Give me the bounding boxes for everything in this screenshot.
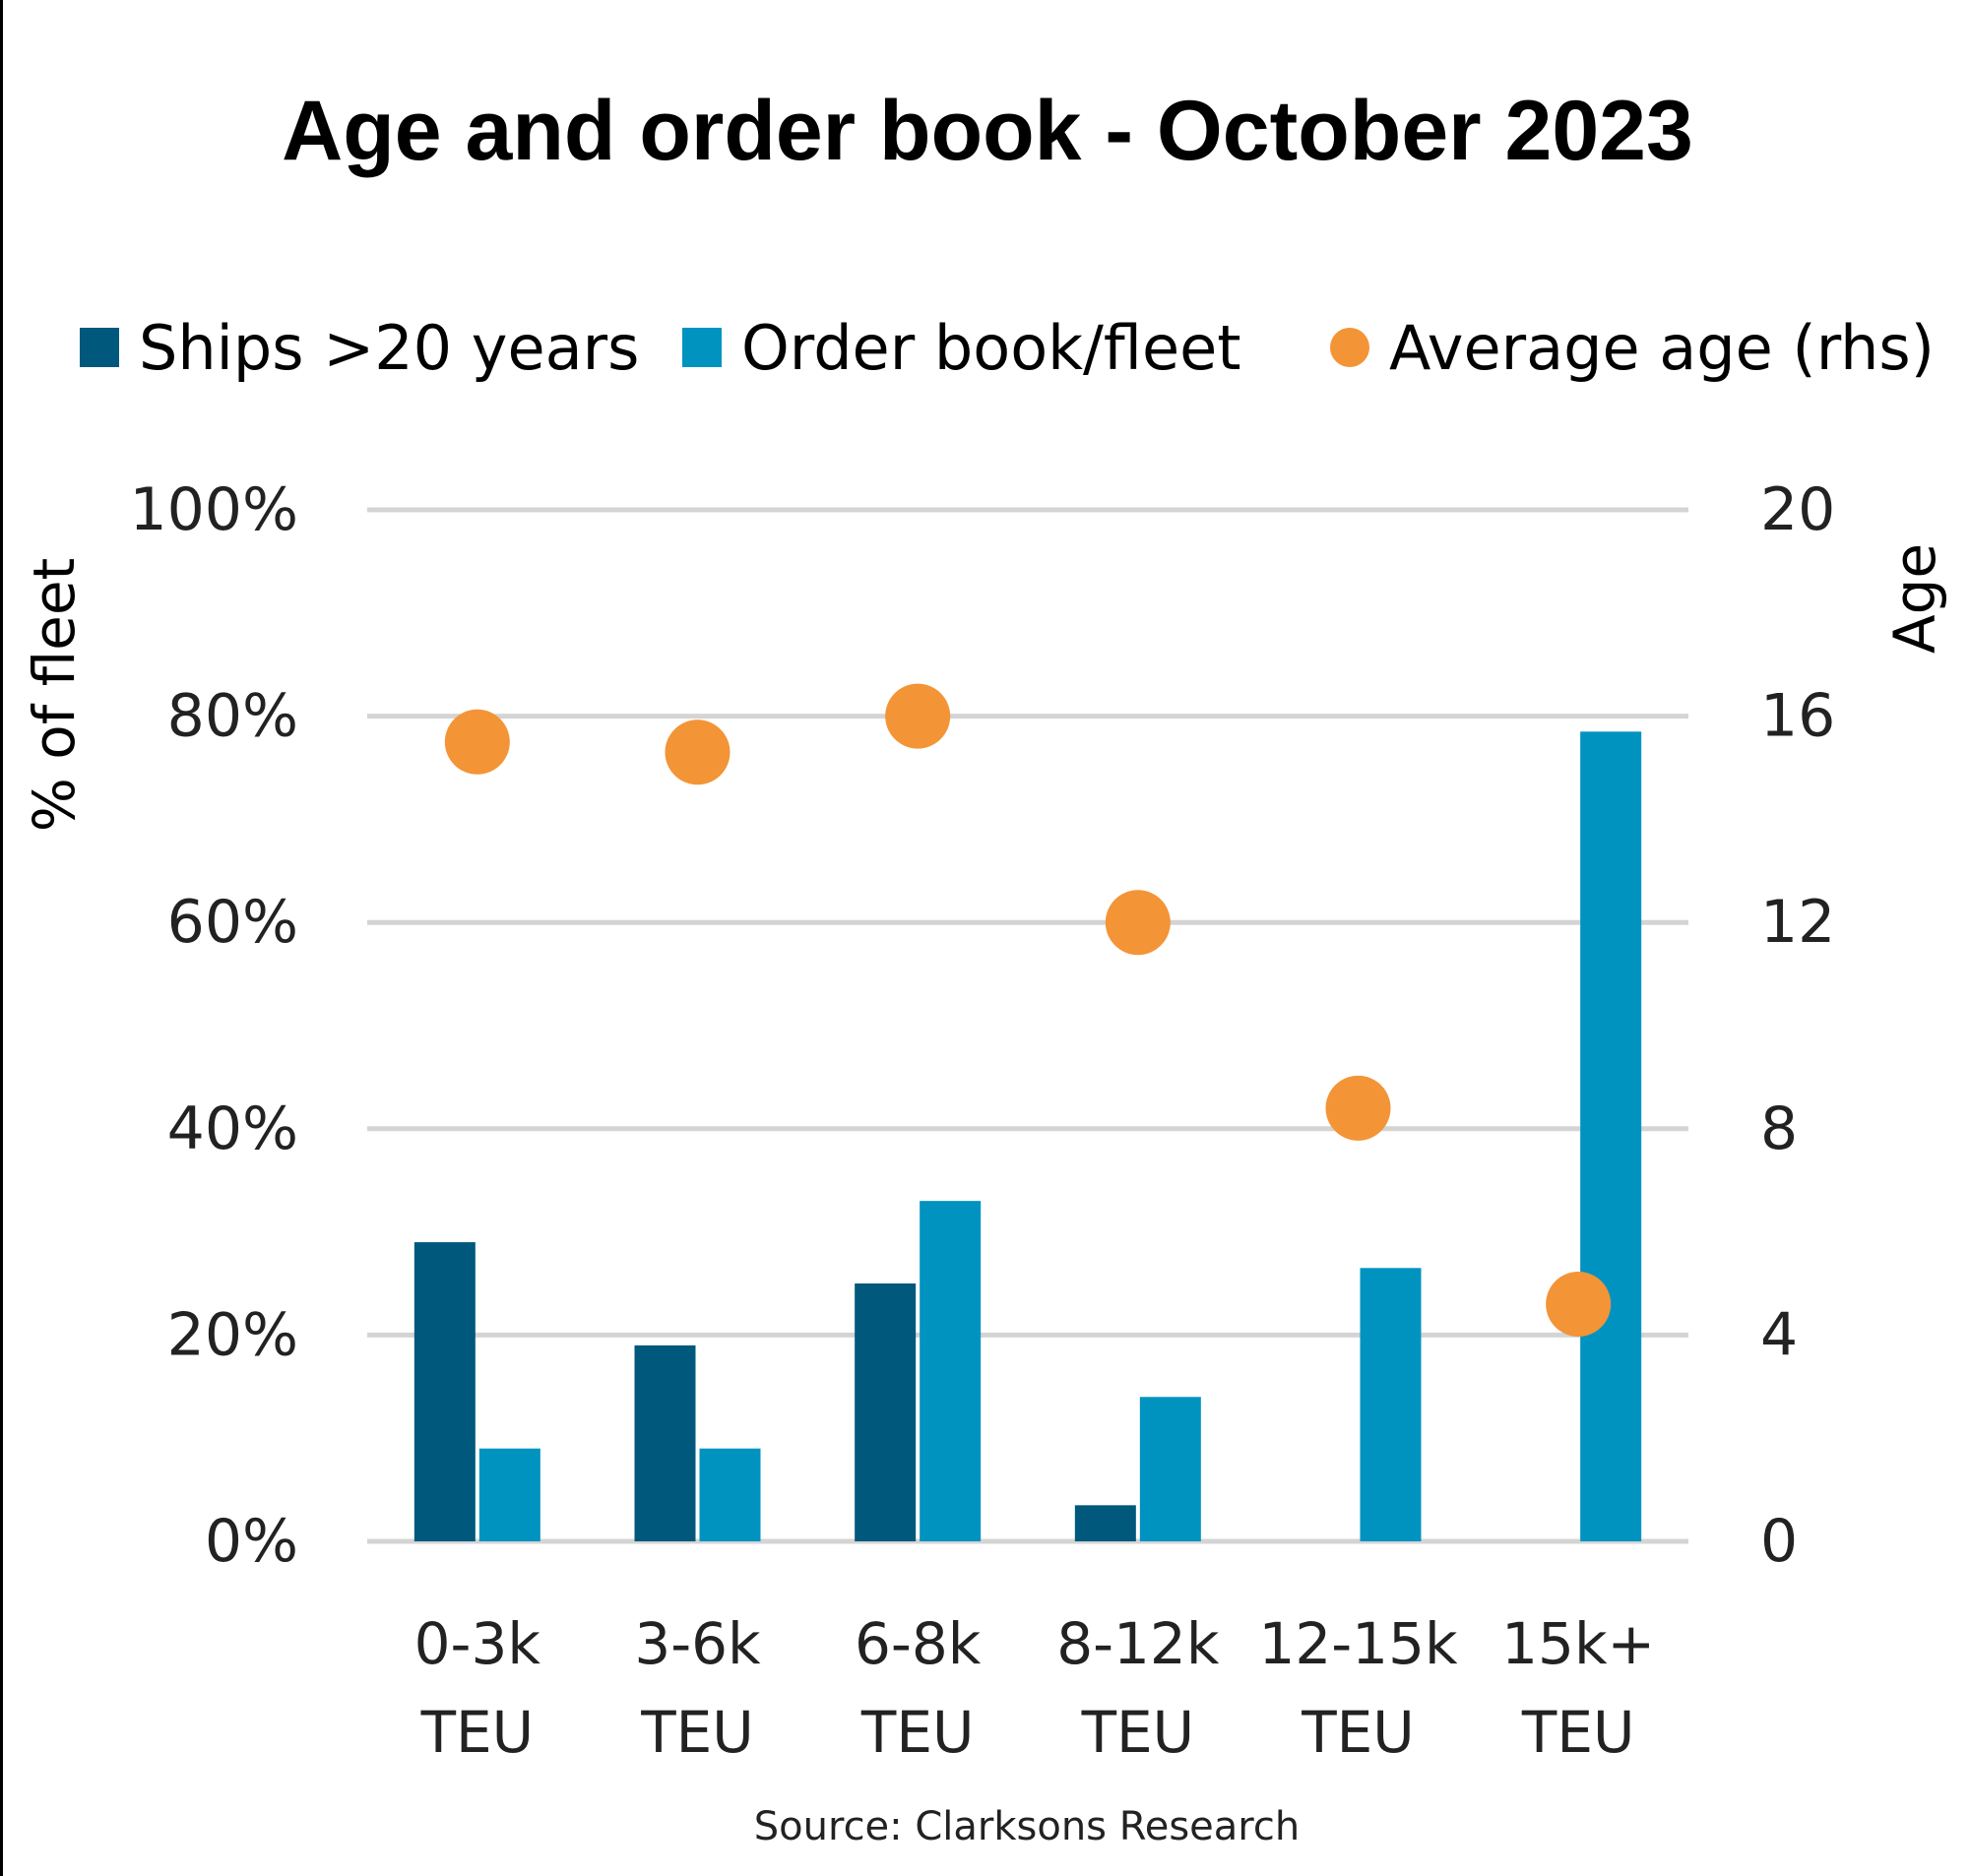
- bar-order-book-fleet: [699, 1448, 761, 1541]
- x-category-label: TEU: [860, 1699, 975, 1766]
- x-category-label: TEU: [420, 1699, 535, 1766]
- average-age-point: [885, 683, 951, 749]
- x-category-label: 12-15k: [1258, 1610, 1458, 1677]
- average-age-point: [1546, 1271, 1612, 1337]
- bar-order-book-fleet: [920, 1201, 982, 1541]
- x-category-label: 3-6k: [634, 1610, 761, 1677]
- average-age-point: [665, 719, 730, 785]
- y-tick-label-left: 40%: [167, 1094, 298, 1163]
- x-category-label: 8-12k: [1056, 1610, 1220, 1677]
- y-tick-label-right: 12: [1760, 888, 1835, 957]
- y-tick-label-right: 0: [1760, 1507, 1798, 1576]
- bar-ships-20-years: [413, 1242, 476, 1541]
- bar-ships-20-years: [855, 1283, 917, 1541]
- y-axis-right-ticks: 0 4 8 12 16 20: [1760, 475, 1835, 1576]
- bars: [413, 731, 1642, 1541]
- average-age-point: [1325, 1075, 1391, 1141]
- gridlines: [367, 507, 1688, 1544]
- x-category-label: TEU: [640, 1699, 754, 1766]
- x-category-label: 6-8k: [855, 1610, 982, 1677]
- y-tick-label-right: 4: [1760, 1300, 1798, 1369]
- y-tick-label-left: 80%: [167, 682, 298, 751]
- y-axis-left-title: % of fleet: [21, 558, 88, 833]
- y-tick-label-left: 60%: [167, 888, 298, 957]
- legend-swatch: [682, 328, 722, 367]
- legend-marker: [1330, 328, 1369, 367]
- x-category-label: 0-3k: [414, 1610, 541, 1677]
- average-age-point: [1105, 890, 1171, 956]
- x-category-label: 15k+: [1501, 1610, 1655, 1677]
- legend-label: Average age (rhs): [1389, 312, 1935, 384]
- bar-ships-20-years: [1074, 1505, 1136, 1541]
- legend-swatch: [80, 328, 119, 367]
- y-tick-label-left: 20%: [167, 1300, 298, 1369]
- scatter-points: [444, 683, 1612, 1337]
- bar-order-book-fleet: [1580, 731, 1642, 1541]
- legend-label: Order book/fleet: [741, 312, 1241, 384]
- chart-canvas: Age and order book - October 2023 Ships …: [21, 84, 1948, 1849]
- source-note: Source: Clarksons Research: [754, 1804, 1300, 1849]
- x-category-label: TEU: [1521, 1699, 1635, 1766]
- y-axis-left-ticks: 0% 20% 40% 60% 80% 100%: [129, 475, 298, 1576]
- legend: Ships >20 years Order book/fleet Average a…: [80, 312, 1935, 384]
- bar-order-book-fleet: [1360, 1268, 1422, 1541]
- y-axis-right-title: Age: [1881, 543, 1948, 654]
- bar-order-book-fleet: [478, 1448, 540, 1541]
- x-category-label: TEU: [1301, 1699, 1415, 1766]
- y-tick-label-left: 100%: [129, 475, 298, 544]
- bar-ships-20-years: [634, 1344, 696, 1541]
- y-tick-label-left: 0%: [205, 1507, 298, 1576]
- x-axis-categories: 0-3k TEU 3-6k TEU 6-8k TEU 8-12k TEU 12-15k TEU 15…: [414, 1610, 1655, 1766]
- y-tick-label-right: 16: [1760, 682, 1835, 751]
- y-tick-label-right: 8: [1760, 1094, 1798, 1163]
- bar-order-book-fleet: [1139, 1397, 1201, 1541]
- chart-title: Age and order book - October 2023: [282, 84, 1693, 178]
- legend-label: Ships >20 years: [139, 312, 639, 384]
- y-tick-label-right: 20: [1760, 475, 1835, 544]
- x-category-label: TEU: [1081, 1699, 1195, 1766]
- average-age-point: [444, 709, 510, 775]
